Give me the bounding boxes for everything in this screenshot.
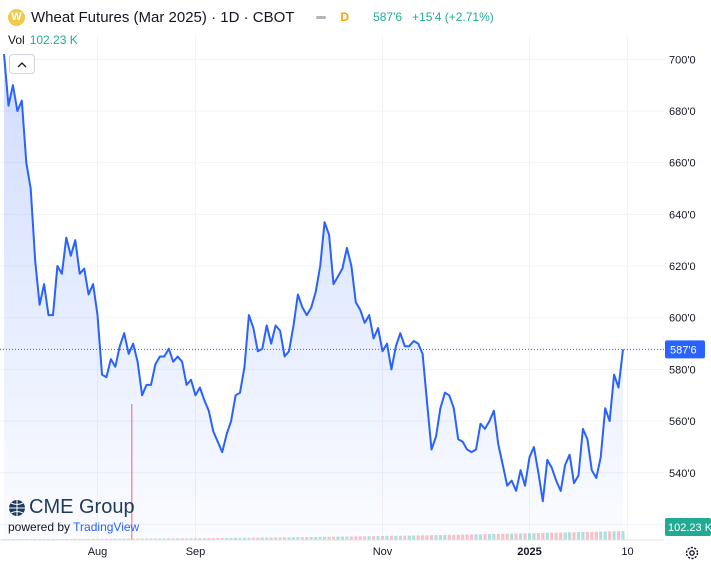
volume-label: Vol: [8, 33, 25, 47]
svg-text:587'6: 587'6: [670, 344, 697, 356]
y-tick-label: 540'0: [669, 468, 696, 480]
collapse-legend-button[interactable]: [9, 54, 35, 74]
price-axis: 520'0540'0560'0580'0600'0620'0640'0660'0…: [669, 54, 696, 531]
price-area: [4, 54, 623, 540]
y-tick-label: 700'0: [669, 54, 696, 66]
y-tick-label: 680'0: [669, 106, 696, 118]
settings-button[interactable]: [684, 545, 700, 561]
y-tick-label: 620'0: [669, 261, 696, 273]
symbol-header: W Wheat Futures (Mar 2025) · 1D · CBOT D…: [8, 6, 494, 28]
x-tick-label: Nov: [373, 546, 393, 558]
x-tick-label: 10: [621, 546, 633, 558]
volume-legend: Vol 102.23 K: [8, 33, 78, 47]
y-tick-label: 640'0: [669, 209, 696, 221]
y-tick-label: 600'0: [669, 313, 696, 325]
gear-icon: [685, 546, 699, 560]
chevron-up-icon: [17, 61, 27, 67]
price-change: +15'4 (+2.71%): [412, 10, 494, 24]
symbol-title[interactable]: Wheat Futures (Mar 2025) · 1D · CBOT: [31, 8, 295, 26]
delayed-badge[interactable]: D: [340, 10, 350, 24]
x-tick-label: Sep: [186, 546, 206, 558]
time-axis: Aug Sep Nov 2025 10: [0, 539, 664, 558]
y-tick-label: 580'0: [669, 364, 696, 376]
volume-axis-label: 102.23 K: [665, 518, 711, 536]
tradingview-link[interactable]: TradingView: [73, 520, 140, 534]
powered-by: powered by TradingView: [8, 520, 139, 534]
svg-text:102.23 K: 102.23 K: [668, 522, 711, 534]
brand-watermark[interactable]: CME Group powered by TradingView: [8, 496, 139, 534]
x-tick-label: Aug: [88, 546, 108, 558]
symbol-logo: W: [8, 8, 25, 26]
brand-name: CME Group: [29, 496, 135, 518]
powered-by-label: powered by: [8, 520, 71, 534]
y-tick-label: 660'0: [669, 158, 696, 170]
last-price: 587'6: [373, 10, 403, 24]
volume-value: 102.23 K: [29, 33, 78, 47]
dash-icon: [316, 15, 327, 19]
y-tick-label: 560'0: [669, 416, 696, 428]
x-tick-label: 2025: [517, 546, 541, 558]
price-line: [3, 54, 624, 503]
last-price-label: 587'6: [665, 340, 705, 359]
cme-globe-icon: [9, 499, 25, 516]
